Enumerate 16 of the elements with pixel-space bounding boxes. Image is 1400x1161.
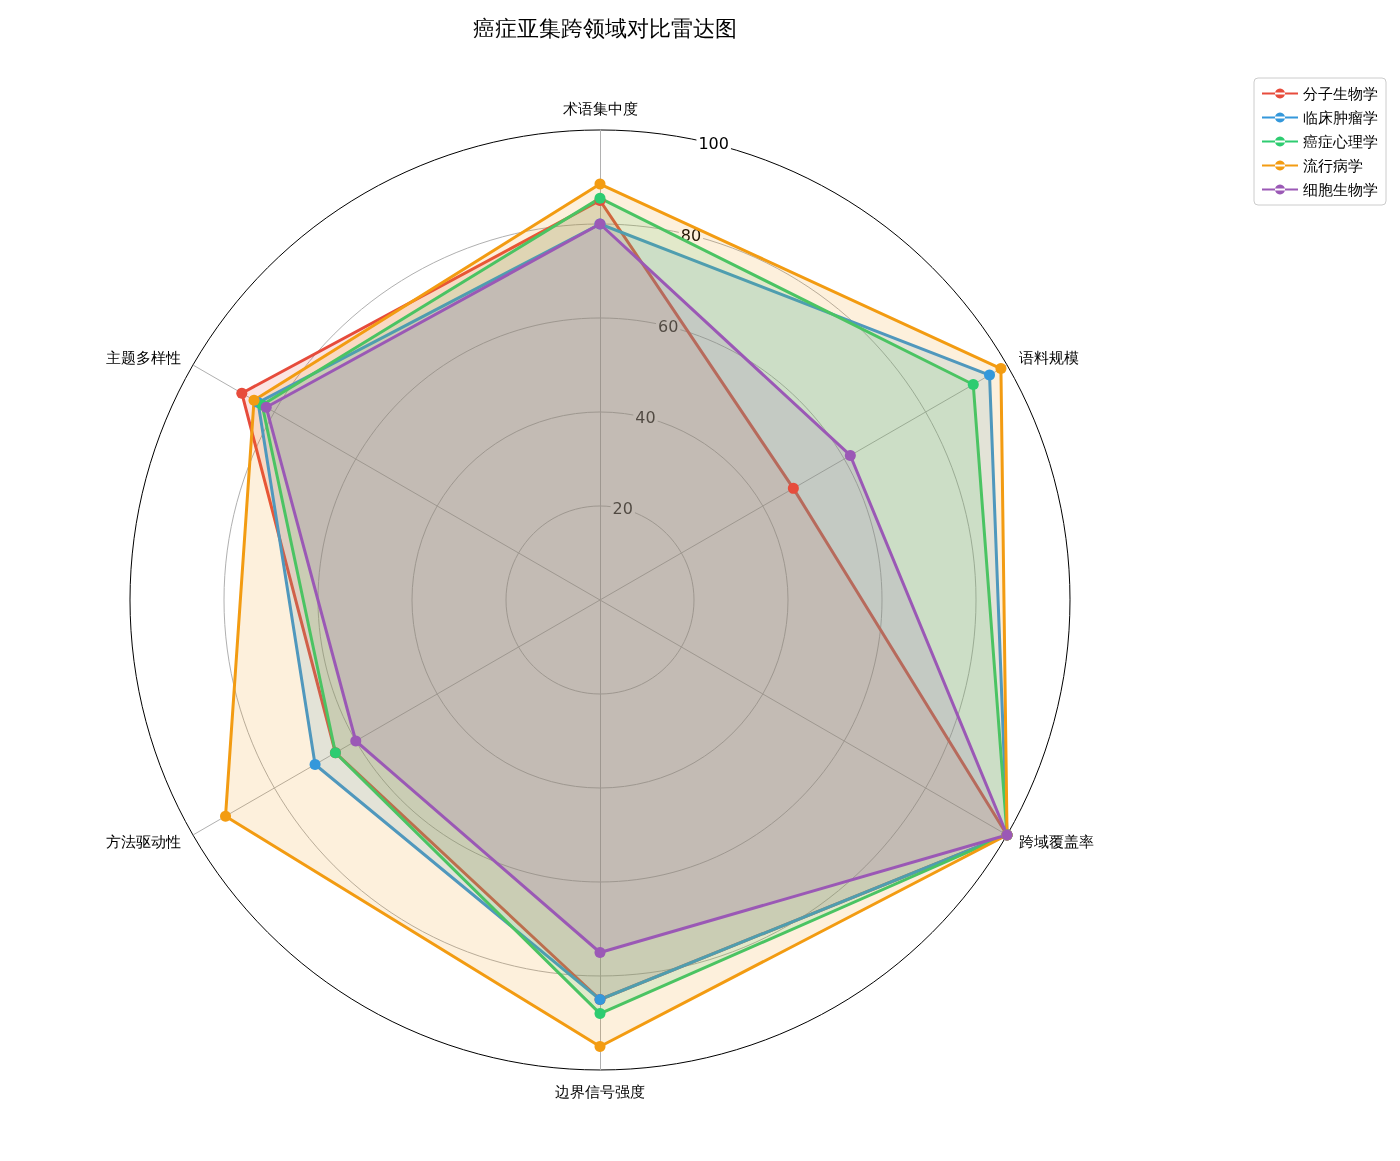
y-tick-label: 100 <box>698 134 729 154</box>
y-tick-label: 60 <box>658 316 679 336</box>
spoke-label: 边界信号强度 <box>555 1082 645 1101</box>
spoke-label: 语料规模 <box>1019 349 1080 367</box>
chart-title: 癌症亚集跨领域对比雷达图 <box>473 15 737 41</box>
legend-label: 细胞生物学 <box>1303 180 1378 199</box>
y-tick-label: 40 <box>635 408 656 428</box>
spoke-label: 跨域覆盖率 <box>1019 833 1095 851</box>
y-tick-label: 20 <box>612 499 633 519</box>
spoke-label: 术语集中度 <box>562 99 638 118</box>
spoke-label: 方法驱动性 <box>105 833 181 851</box>
legend-label: 临床肿瘤学 <box>1303 108 1378 127</box>
legend-label: 流行病学 <box>1303 156 1363 175</box>
legend-label: 癌症心理学 <box>1303 132 1378 151</box>
spoke-label: 主题多样性 <box>105 349 181 367</box>
legend-label: 分子生物学 <box>1303 84 1378 103</box>
